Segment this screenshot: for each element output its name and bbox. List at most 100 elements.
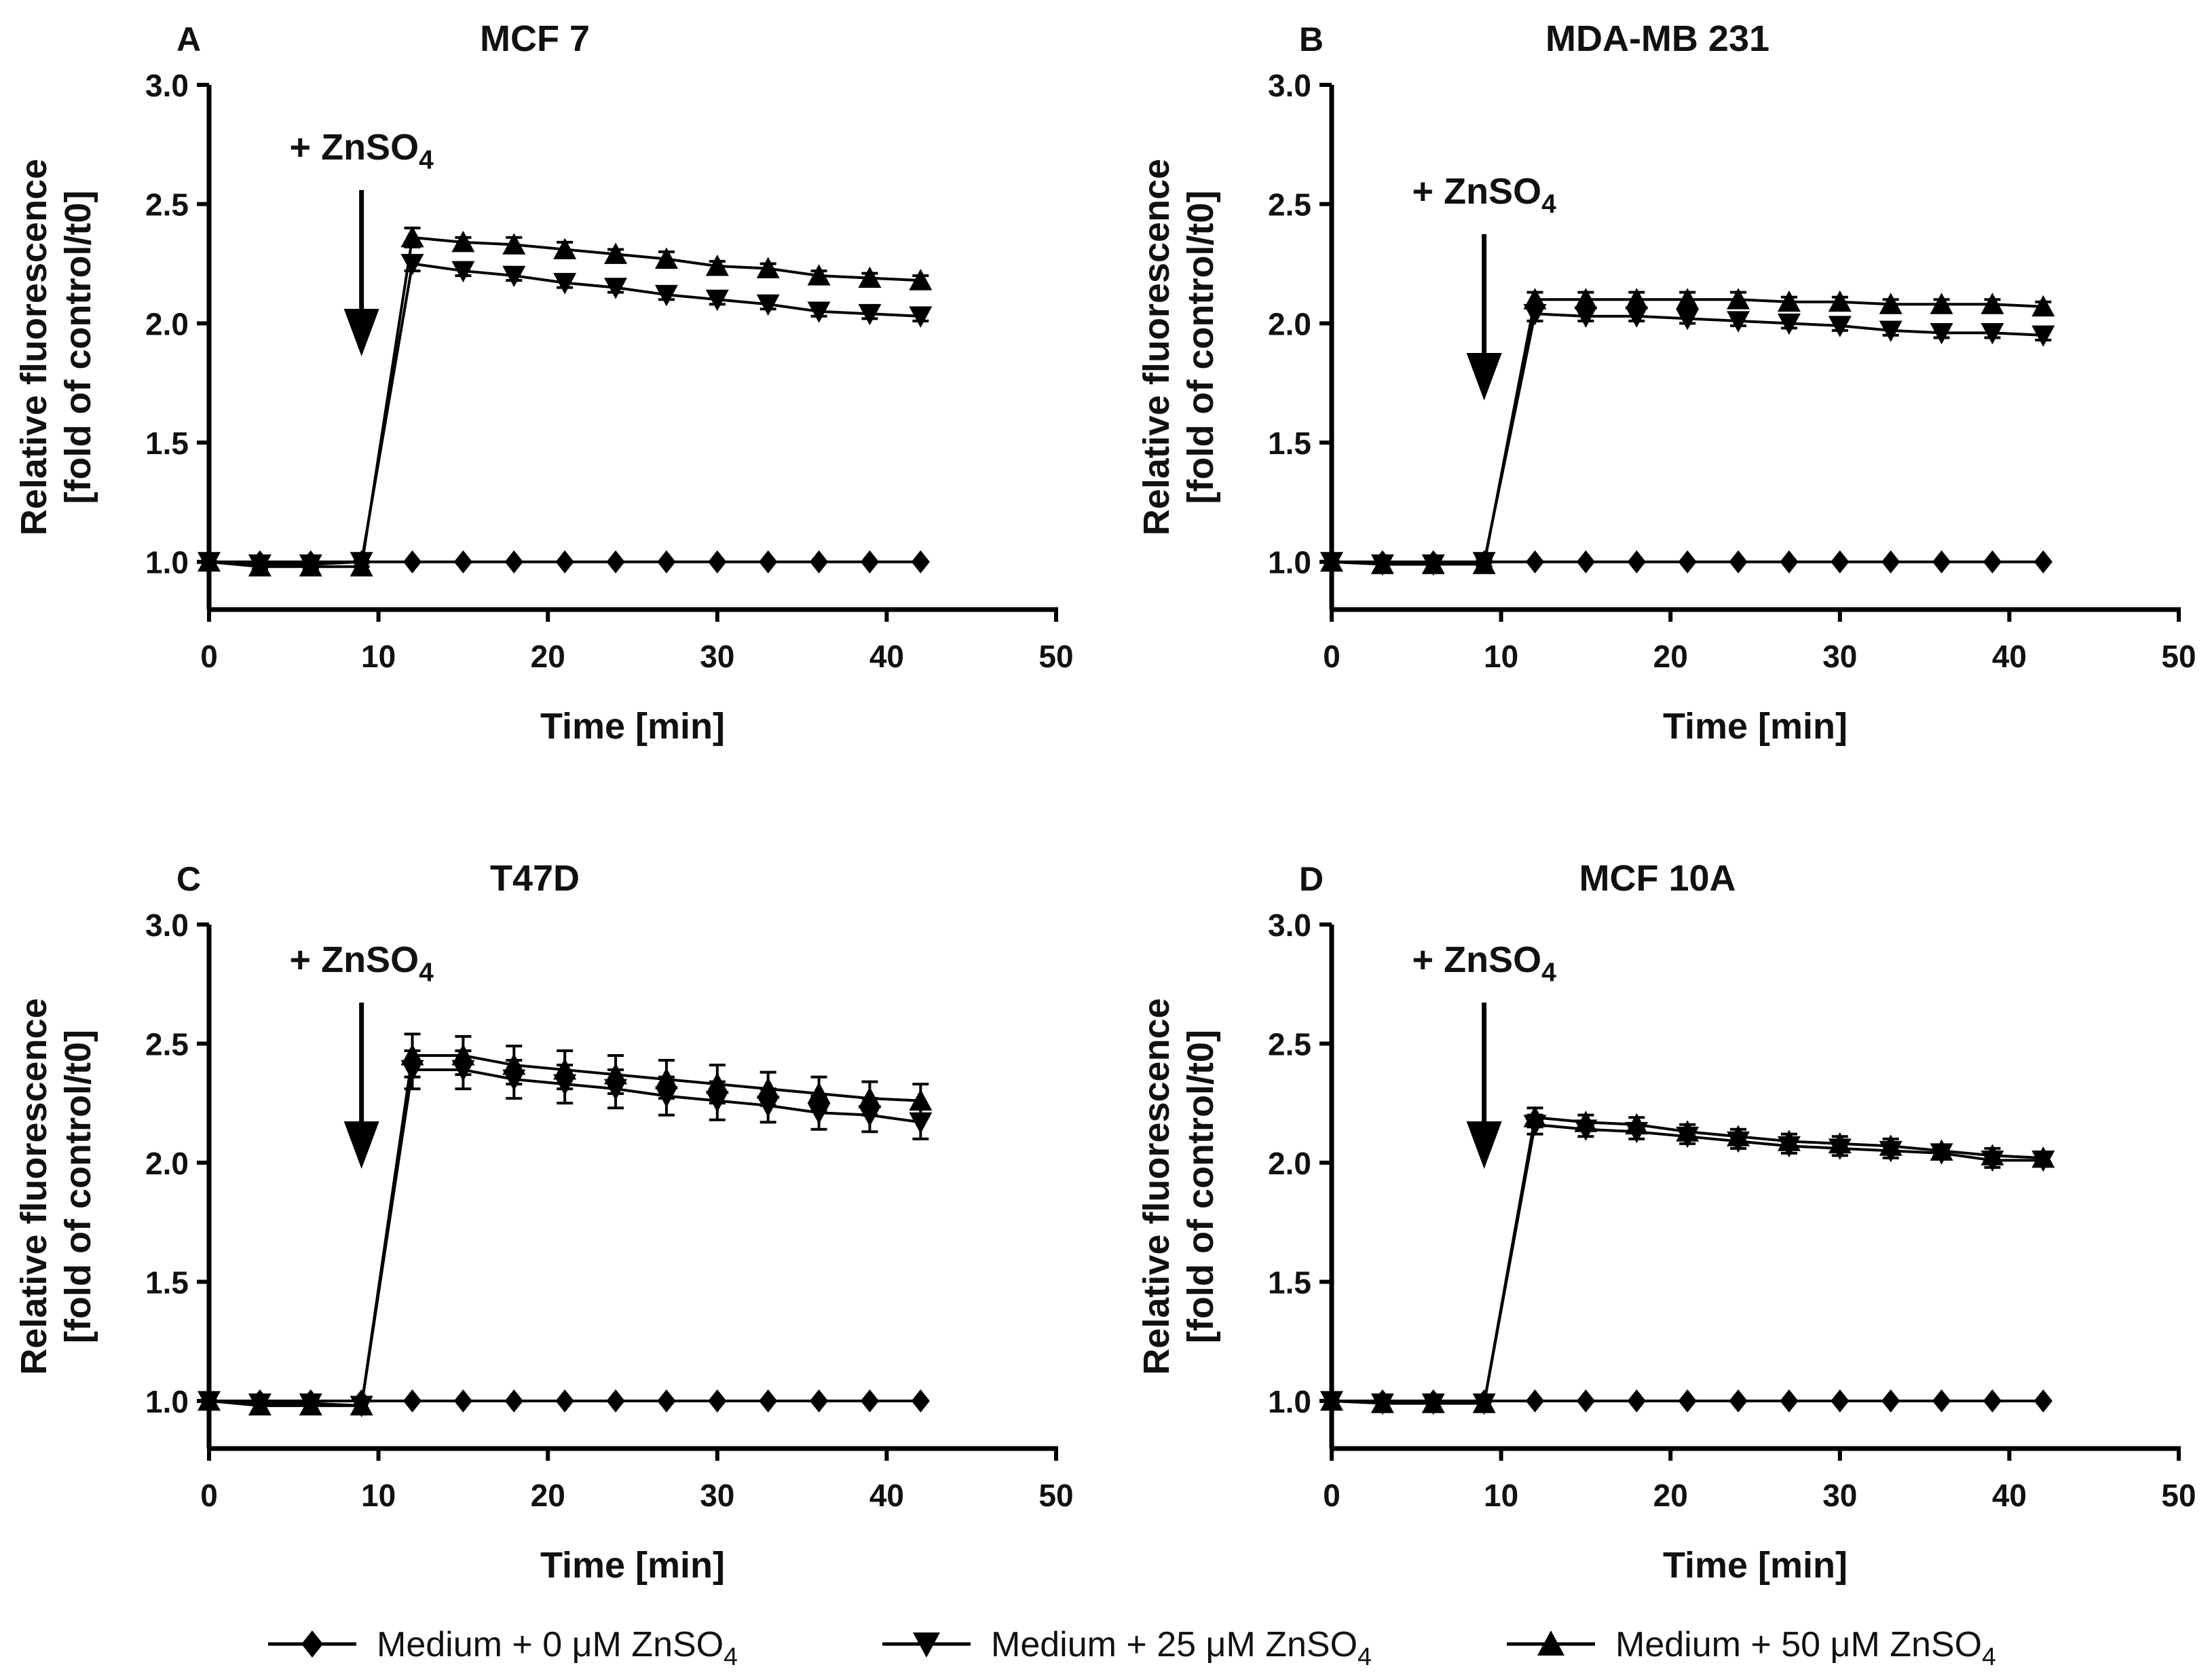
data-point <box>1828 290 1852 312</box>
series-triangle-up <box>198 225 933 577</box>
data-point <box>1678 1389 1697 1413</box>
panel-letter: B <box>1299 20 1324 58</box>
data-point <box>657 550 676 574</box>
y-tick-label: 1.5 <box>145 1265 189 1300</box>
data-point <box>402 1389 422 1413</box>
data-point <box>1932 550 1951 574</box>
y-axis-label-units: [fold of control/t0] <box>58 191 98 504</box>
data-point <box>453 550 472 574</box>
chart-title: MCF 7 <box>480 18 590 59</box>
data-point <box>1777 1130 1801 1151</box>
panel-letter: C <box>176 860 201 898</box>
data-point <box>1370 1392 1394 1413</box>
y-tick-label: 1.0 <box>145 1384 189 1419</box>
x-tick-label: 50 <box>2161 639 2196 674</box>
data-point <box>911 1389 930 1413</box>
data-point <box>1879 1134 1902 1156</box>
annotation-label: + ZnSO4 <box>290 127 434 175</box>
data-point <box>1981 1144 2004 1165</box>
data-point <box>1879 293 1902 314</box>
data-point <box>705 289 729 312</box>
data-point <box>2031 295 2055 317</box>
y-tick-label: 2.5 <box>1268 187 1311 223</box>
x-tick-label: 40 <box>869 1478 904 1513</box>
series-triangle-up <box>1320 1106 2055 1413</box>
panel-a: A MCF 7 1.0 1.5 2.0 2.5 3.0 0 10 20 30 40 50 Time [mi… <box>14 18 1074 747</box>
x-axis-label: Time [min] <box>540 1545 725 1586</box>
data-point <box>1627 1389 1646 1413</box>
data-point <box>504 550 523 574</box>
y-tick-label: 1.0 <box>1268 1384 1311 1419</box>
y-tick-label: 3.0 <box>145 68 189 103</box>
annotation-arrowhead <box>1466 1121 1502 1169</box>
x-tick-label: 30 <box>700 639 734 674</box>
data-point <box>807 264 831 286</box>
y-tick-label: 2.0 <box>145 306 189 341</box>
data-point <box>1676 308 1700 331</box>
data-point <box>299 555 322 577</box>
data-point <box>1523 288 1547 310</box>
legend-marker <box>1537 1630 1564 1656</box>
data-point <box>1881 1389 1900 1413</box>
panel-letter: D <box>1299 860 1324 898</box>
data-point <box>451 261 475 283</box>
panel-letter: A <box>176 20 201 58</box>
data-point <box>1525 550 1545 574</box>
data-point <box>858 266 882 288</box>
data-point <box>400 1044 424 1066</box>
data-point <box>400 225 424 248</box>
data-point <box>1576 550 1595 574</box>
data-point <box>759 550 778 574</box>
x-tick-label: 20 <box>531 1478 565 1513</box>
data-point <box>1831 1389 1850 1413</box>
data-point <box>248 1394 271 1416</box>
data-point <box>604 1063 628 1085</box>
data-point <box>1780 550 1799 574</box>
data-point <box>756 294 780 316</box>
data-point <box>451 1044 475 1066</box>
data-point <box>1523 1106 1547 1127</box>
data-point <box>553 273 577 295</box>
legend-item: Medium + 25 μM ZnSO4 <box>882 1625 1372 1670</box>
data-point <box>1472 1392 1496 1413</box>
legend-item: Medium + 50 μM ZnSO4 <box>1507 1625 1996 1670</box>
y-tick-label: 3.0 <box>1268 68 1311 103</box>
y-tick-label: 2.0 <box>145 1146 189 1181</box>
x-tick-label: 30 <box>1822 639 1857 674</box>
annotation-label: + ZnSO4 <box>1412 171 1557 219</box>
data-point <box>1320 1389 1343 1411</box>
data-point <box>809 550 829 574</box>
annotation-label: + ZnSO4 <box>290 939 434 988</box>
data-point <box>858 1087 882 1108</box>
data-point <box>1574 288 1598 310</box>
data-point <box>1727 288 1750 310</box>
data-point <box>1625 1113 1649 1135</box>
x-tick-label: 0 <box>1323 639 1341 674</box>
data-point <box>1828 316 1852 337</box>
y-tick-label: 1.5 <box>1268 1265 1311 1300</box>
data-point <box>1780 1389 1799 1413</box>
x-tick-label: 50 <box>2161 1478 2196 1513</box>
data-point <box>1932 1389 1951 1413</box>
x-tick-label: 50 <box>1038 1478 1073 1513</box>
data-point <box>453 1389 472 1413</box>
y-tick-label: 2.0 <box>1268 1146 1311 1181</box>
data-point <box>1523 303 1547 326</box>
data-point <box>400 254 424 276</box>
data-point <box>1777 290 1801 312</box>
data-point <box>451 230 475 253</box>
y-tick-label: 2.5 <box>145 187 189 223</box>
data-point <box>911 550 930 574</box>
annotation-arrowhead <box>343 1121 379 1169</box>
data-point <box>909 1089 933 1111</box>
data-point <box>1831 550 1850 574</box>
panel-c: C T47D 1.0 1.5 2.0 2.5 3.0 0 10 20 30 40 50 Time [min… <box>14 858 1074 1586</box>
series-diamond <box>1322 550 2052 574</box>
x-tick-label: 10 <box>361 1478 396 1513</box>
legend-label: Medium + 25 μM ZnSO4 <box>991 1625 1372 1670</box>
data-point <box>705 1072 729 1094</box>
y-tick-label: 3.0 <box>145 908 189 943</box>
data-point <box>1576 1389 1595 1413</box>
data-point <box>1729 1389 1748 1413</box>
